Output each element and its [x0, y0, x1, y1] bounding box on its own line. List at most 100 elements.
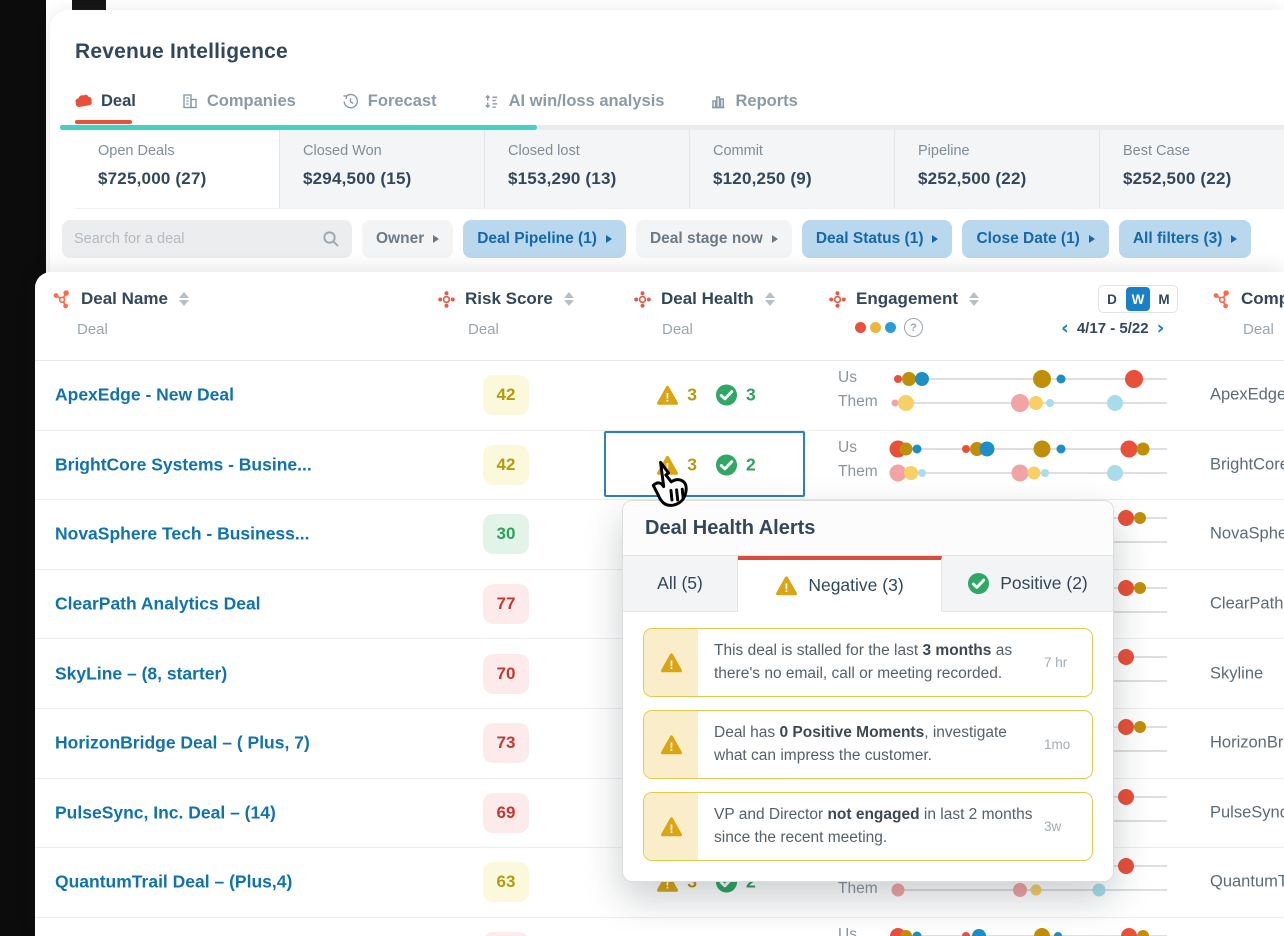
alert-card[interactable]: ! This deal is stalled for the last 3 mon…: [643, 628, 1093, 697]
summary-card-closed-won[interactable]: Closed Won $294,500 (15): [280, 130, 485, 209]
engagement-dot: [1033, 927, 1050, 936]
nav-tab-forecast[interactable]: Forecast: [342, 92, 437, 111]
engagement-dot: [912, 444, 922, 454]
company-name[interactable]: BrightCore: [1210, 455, 1284, 474]
engagement-dot: [961, 444, 970, 453]
sort-icon[interactable]: [969, 292, 980, 306]
column-header-risk-score[interactable]: Risk Score: [437, 289, 574, 309]
deal-name-link[interactable]: ClearPath Analytics Deal: [55, 593, 261, 614]
warning-icon: !: [656, 385, 679, 406]
filter-label: All filters (3): [1132, 230, 1223, 247]
engagement-dot: [897, 395, 914, 411]
table-header: Deal Name Deal Risk Score Deal Deal Heal…: [35, 272, 1284, 361]
nav-tabs: Deal Companies Forecast AI win/loss analysi…: [75, 84, 798, 124]
popup-tab-all-5-[interactable]: All (5): [623, 556, 738, 612]
nav-tab-deal[interactable]: Deal: [75, 91, 136, 124]
company-name[interactable]: ClearPath: [1210, 594, 1284, 613]
engagement-them-row: Them: [810, 392, 1190, 412]
nav-tab-reports[interactable]: Reports: [710, 91, 798, 111]
engagement-dot: [889, 927, 906, 936]
company-name[interactable]: ApexEdge: [1210, 385, 1284, 404]
sort-icon[interactable]: [178, 292, 189, 306]
date-range-label: 4/17 - 5/22: [1076, 320, 1149, 337]
summary-card-closed-lost[interactable]: Closed lost $153,290 (13): [485, 130, 690, 209]
svg-text:!: !: [785, 581, 789, 595]
column-label: Company: [1241, 289, 1284, 308]
filter-owner[interactable]: Owner: [362, 220, 454, 258]
column-header-deal-health[interactable]: Deal Health: [633, 289, 775, 309]
risk-score-cell: 30: [405, 514, 607, 555]
column-header-deal-name[interactable]: Deal Name: [53, 289, 189, 309]
deal-name-link[interactable]: NovaSphere Tech - Business...: [55, 523, 310, 544]
deal-name-link[interactable]: HorizonBridge Deal – ( Plus, 7): [55, 732, 310, 753]
engagement-dot: [1030, 884, 1042, 896]
engagement-timeline: [891, 883, 1167, 898]
cards-scroll-thumb[interactable]: [60, 125, 537, 130]
summary-card-open-deals[interactable]: Open Deals $725,000 (27): [75, 130, 280, 209]
engagement-cell: Us Them: [810, 361, 1190, 430]
chevron-right-icon[interactable]: ›: [1156, 317, 1165, 339]
company-name[interactable]: HorizonBridge: [1210, 733, 1284, 752]
company-name[interactable]: NovaSphere: [1210, 524, 1284, 543]
company-name[interactable]: Skyline: [1210, 664, 1264, 683]
deal-name-link[interactable]: QuantumTrail Deal – (Plus,4): [55, 871, 293, 892]
alert-card[interactable]: ! VP and Director not engaged in last 2 m…: [643, 792, 1093, 861]
negative-count: 3: [687, 454, 697, 475]
legend-dot: [870, 322, 881, 333]
check-icon: [715, 384, 738, 407]
svg-text:!: !: [666, 878, 670, 892]
deal-name-link[interactable]: BrightCore Systems - Busine...: [55, 454, 312, 475]
alert-card[interactable]: ! Deal has 0 Positive Moments, investigat…: [643, 710, 1093, 779]
filter-all-filters-3-[interactable]: All filters (3): [1118, 220, 1252, 258]
column-header-company[interactable]: Company: [1213, 289, 1284, 309]
engagement-dot: [1040, 468, 1049, 477]
alert-text: Deal has 0 Positive Moments, investigate…: [714, 724, 1007, 765]
granularity-d[interactable]: D: [1100, 287, 1124, 311]
summary-card-commit[interactable]: Commit $120,250 (9): [690, 130, 895, 209]
nav-tab-companies[interactable]: Companies: [182, 92, 296, 111]
deal-name-link[interactable]: PulseSync, Inc. Deal – (14): [55, 802, 276, 823]
nav-tab-label: Reports: [735, 91, 798, 110]
summary-card-pipeline[interactable]: Pipeline $252,500 (22): [895, 130, 1100, 209]
deal-name-link[interactable]: ApexEdge - New Deal: [55, 384, 234, 405]
filter-deal-status-1-[interactable]: Deal Status (1): [801, 220, 953, 258]
summary-card-value: $120,250 (9): [713, 169, 812, 188]
risk-score-badge: 42: [483, 444, 529, 485]
popup-tab-negative-3-[interactable]: ! Negative (3): [738, 556, 942, 612]
filter-close-date-1-[interactable]: Close Date (1): [962, 220, 1109, 258]
column-header-engagement[interactable]: Engagement: [828, 289, 980, 309]
popup-tab-label: Positive (2): [1000, 573, 1088, 593]
header-card: Revenue Intelligence Deal Companies Foreca…: [50, 10, 1284, 276]
filter-deal-pipeline-1-[interactable]: Deal Pipeline (1): [463, 220, 626, 258]
cards-scroll-track[interactable]: [60, 125, 1284, 130]
chevron-left-icon[interactable]: ‹: [1061, 317, 1069, 339]
summary-card-value: $153,290 (13): [508, 169, 617, 188]
engagement-dot: [1027, 466, 1041, 480]
deal-health-cell[interactable]: ! 3 3: [607, 384, 805, 407]
help-icon[interactable]: ?: [904, 318, 923, 337]
engagement-dot: [1011, 464, 1029, 482]
companies-icon: [182, 93, 198, 109]
sort-icon[interactable]: [764, 292, 775, 306]
deal-name-link[interactable]: SkyLine – (8, starter): [55, 663, 228, 684]
risk-score-badge: 73: [483, 723, 529, 764]
search-input[interactable]: Search for a deal: [62, 220, 352, 258]
nav-tab-ai-win-loss-analysis[interactable]: AI win/loss analysis: [483, 92, 664, 111]
popup-tab-positive-2-[interactable]: Positive (2): [942, 556, 1113, 612]
granularity-w[interactable]: W: [1126, 287, 1150, 311]
filter-deal-stage-now[interactable]: Deal stage now: [635, 220, 792, 258]
company-name[interactable]: PulseSync: [1210, 803, 1284, 822]
hubspot-sprocket-icon: [1213, 289, 1232, 309]
sort-icon[interactable]: [563, 292, 574, 306]
summary-card-value: $294,500 (15): [303, 169, 412, 188]
engagement-dot: [1133, 720, 1146, 733]
summary-card-best-case[interactable]: Best Case $252,500 (22): [1100, 130, 1284, 209]
nav-tab-label: Deal: [101, 91, 136, 110]
engagement-us-row: Us: [810, 368, 1190, 388]
column-label: Engagement: [856, 289, 959, 308]
engagement-dot: [889, 464, 907, 482]
granularity-m[interactable]: M: [1152, 287, 1176, 311]
risk-score-cell: 70: [405, 653, 607, 694]
summary-card-value: $725,000 (27): [98, 169, 207, 188]
company-name[interactable]: QuantumTrail: [1210, 872, 1284, 891]
